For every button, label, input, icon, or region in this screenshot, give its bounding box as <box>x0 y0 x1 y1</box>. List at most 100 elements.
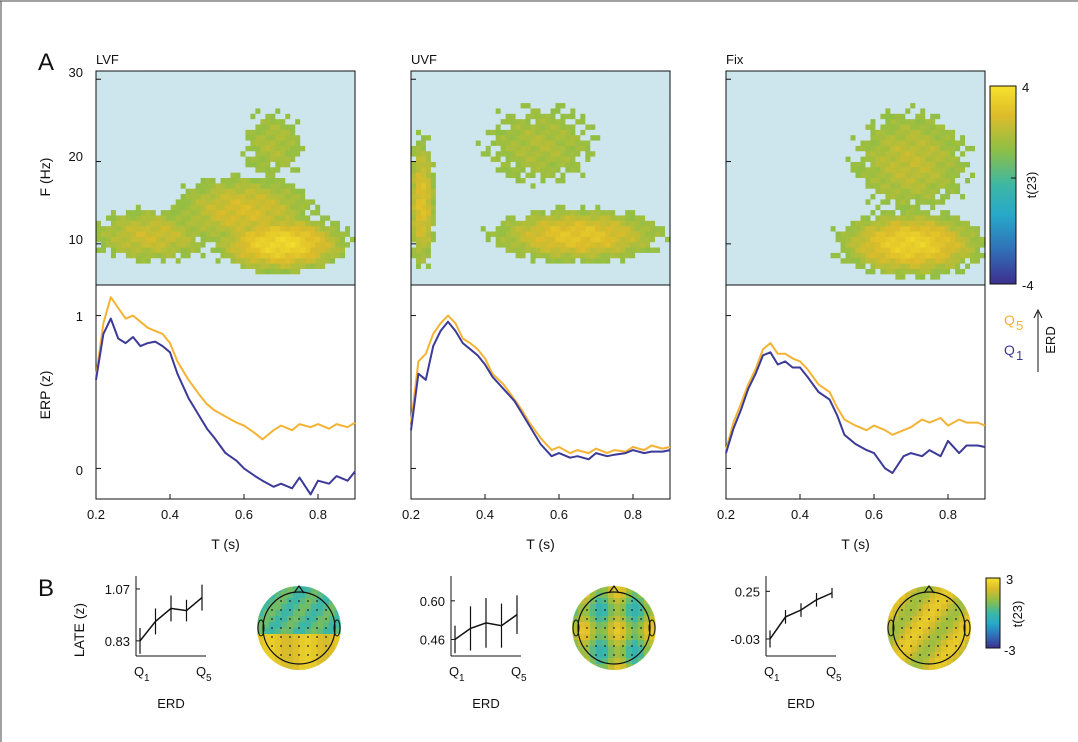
heatmap-cell <box>290 76 296 83</box>
heatmap-cell <box>135 263 142 270</box>
heatmap-cell <box>525 199 532 206</box>
heatmap-cell <box>610 236 616 243</box>
heatmap-cell <box>275 71 281 77</box>
heatmap-cell <box>415 140 422 147</box>
heatmap-cell <box>540 76 547 83</box>
heatmap-cell <box>755 194 762 200</box>
heatmap-cell <box>275 183 281 190</box>
heatmap-cell <box>260 92 266 99</box>
heatmap-cell <box>550 215 557 222</box>
heatmap-cell <box>770 226 777 233</box>
heatmap-cell <box>645 199 651 206</box>
heatmap-cell <box>185 135 192 142</box>
heatmap-cell <box>315 92 321 99</box>
heatmap-cell <box>530 258 537 265</box>
heatmap-cell <box>210 81 217 88</box>
heatmap-cell <box>440 188 447 195</box>
heatmap-cell <box>495 71 502 77</box>
heatmap-cell <box>260 76 266 83</box>
heatmap-cell <box>435 140 442 147</box>
heatmap-cell <box>485 97 492 104</box>
heatmap-cell <box>160 220 167 227</box>
heatmap-cell <box>520 151 527 158</box>
heatmap-cell <box>115 258 122 265</box>
heatmap-cell <box>595 226 601 233</box>
heatmap-cell <box>455 172 462 179</box>
heatmap-cell <box>565 252 571 259</box>
heatmap-cell <box>475 242 482 249</box>
heatmap-cell <box>550 135 557 142</box>
heatmap-cell <box>165 226 172 233</box>
heatmap-cell <box>235 151 242 158</box>
heatmap-cell <box>600 97 606 104</box>
heatmap-cell <box>110 274 117 281</box>
heatmap-cell <box>515 140 522 147</box>
heatmap-cell <box>650 258 656 265</box>
heatmap-cell <box>600 210 606 217</box>
heatmap-cell <box>175 183 182 190</box>
heatmap-cell <box>300 119 306 126</box>
heatmap-cell <box>595 242 601 249</box>
heatmap-cell <box>535 188 542 195</box>
heatmap-cell <box>230 167 237 174</box>
heatmap-cell <box>575 71 581 77</box>
heatmap-cell <box>630 178 636 184</box>
heatmap-cell <box>660 124 666 131</box>
heatmap-cell <box>260 247 266 254</box>
heatmap-cell <box>245 172 251 179</box>
heatmap-cell <box>815 274 822 281</box>
heatmap-cell <box>260 71 266 77</box>
heatmap-cell <box>505 124 512 131</box>
heatmap-cell <box>300 194 306 200</box>
heatmap-cell <box>770 172 777 179</box>
heatmap-cell <box>230 156 237 163</box>
heatmap-cell <box>810 108 817 115</box>
heatmap-cell <box>110 129 117 136</box>
heatmap-cell <box>105 161 112 168</box>
heatmap-cell <box>270 92 276 99</box>
heatmap-cell <box>110 220 117 227</box>
heatmap-cell <box>295 252 301 259</box>
heatmap-cell <box>130 97 137 104</box>
heatmap-cell <box>530 204 537 211</box>
heatmap-cell <box>600 92 606 99</box>
heatmap-cell <box>820 92 827 99</box>
heatmap-cell <box>245 129 251 136</box>
heatmap-cell <box>96 220 102 227</box>
heatmap-cell <box>770 263 777 270</box>
heatmap-cell <box>745 81 752 88</box>
heatmap-cell <box>610 263 616 270</box>
heatmap-cell <box>150 87 157 93</box>
heatmap-cell <box>440 252 447 259</box>
heatmap-cell <box>580 178 586 184</box>
heatmap-cell <box>590 124 596 131</box>
heatmap-cell <box>225 167 232 174</box>
heatmap-cell <box>795 81 802 88</box>
heatmap-cell <box>580 247 586 254</box>
heatmap-cell <box>411 220 417 227</box>
heatmap-cell <box>470 151 477 158</box>
heatmap-cell <box>220 247 227 254</box>
heatmap-cell <box>640 167 646 174</box>
heatmap-cell <box>470 268 477 275</box>
heatmap-cell <box>795 156 802 163</box>
heatmap-cell <box>495 247 502 254</box>
heatmap-cell <box>540 231 547 238</box>
heatmap-cell <box>265 156 271 163</box>
heatmap-cell <box>110 252 117 259</box>
heatmap-cell <box>320 178 326 184</box>
heatmap-cell <box>510 178 517 184</box>
heatmap-cell <box>425 220 432 227</box>
heatmap-cell <box>645 183 651 190</box>
heatmap-cell <box>265 172 271 179</box>
heatmap-cell <box>795 161 802 168</box>
heatmap-cell <box>750 172 757 179</box>
heatmap-cell <box>265 236 271 243</box>
heatmap-cell <box>175 199 182 206</box>
heatmap-cell <box>780 124 787 131</box>
heatmap-cell <box>740 188 747 195</box>
heatmap-cell <box>620 71 626 77</box>
heatmap-cell <box>220 140 227 147</box>
heatmap-cell <box>665 274 671 281</box>
heatmap-cell <box>480 226 487 233</box>
